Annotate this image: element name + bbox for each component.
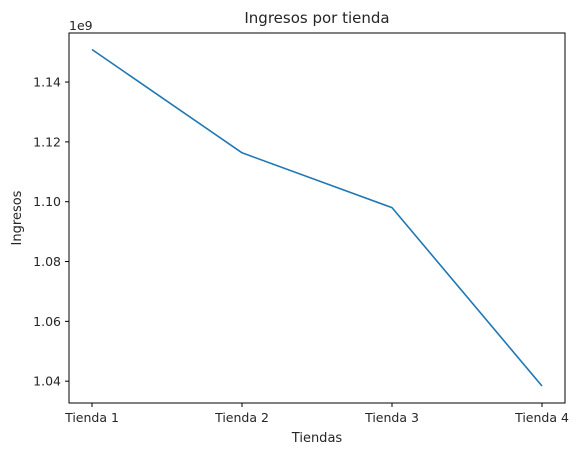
x-axis-label: Tiendas	[291, 431, 343, 446]
x-axis-ticks: Tienda 1 Tienda 2 Tienda 3 Tienda 4	[64, 403, 569, 425]
x-tick-label: Tienda 1	[64, 410, 119, 425]
series-line	[91, 48, 543, 387]
y-tick-label: 1.14	[33, 75, 61, 90]
y-tick-label: 1.04	[33, 374, 61, 389]
plot-area	[68, 32, 566, 404]
x-tick-label: Tienda 4	[514, 410, 569, 425]
y-tick-label: 1.06	[33, 314, 61, 329]
chart-title: Ingresos por tienda	[244, 9, 389, 27]
y-tick-label: 1.10	[33, 194, 61, 209]
y-axis-scale-label: 1e9	[69, 18, 93, 33]
y-tick-label: 1.12	[33, 134, 61, 149]
x-tick-label: Tienda 3	[364, 410, 419, 425]
plot-frame	[68, 32, 566, 404]
series-group	[91, 48, 543, 387]
x-tick-label: Tienda 2	[214, 410, 269, 425]
y-tick-label: 1.08	[33, 254, 61, 269]
y-axis-ticks: 1.04 1.06 1.08 1.10 1.12 1.14	[33, 75, 69, 389]
y-axis-label: Ingresos	[10, 190, 25, 245]
